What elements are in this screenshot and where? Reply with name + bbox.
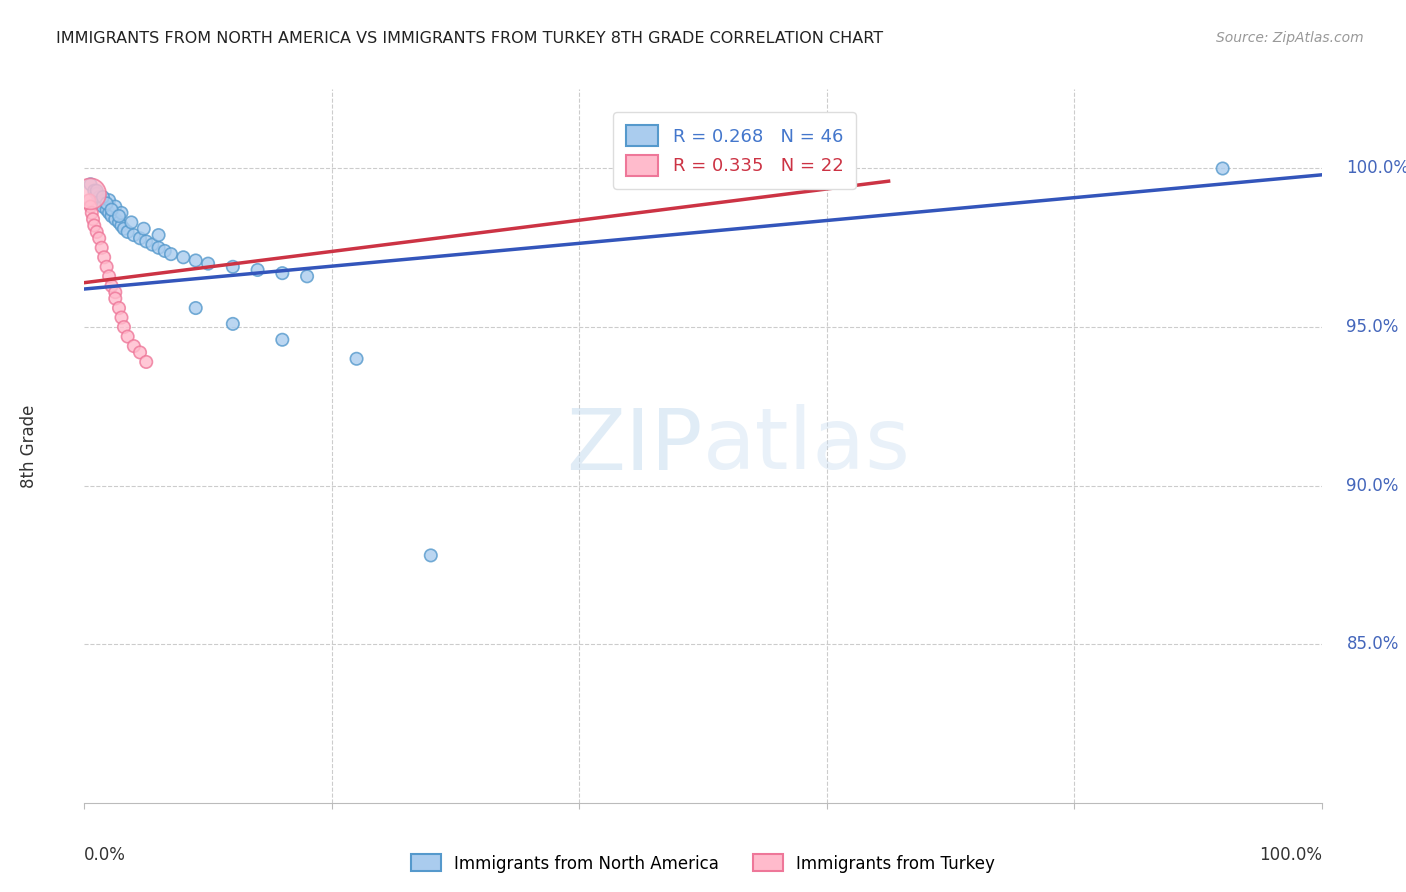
Point xyxy=(86,186,108,201)
Point xyxy=(160,247,183,261)
Point xyxy=(108,215,131,229)
Point xyxy=(112,320,135,334)
Point xyxy=(79,186,101,201)
Point xyxy=(141,237,163,252)
Point xyxy=(104,212,127,227)
Point xyxy=(83,184,105,198)
Text: 0.0%: 0.0% xyxy=(84,846,127,863)
Point xyxy=(112,221,135,235)
Point xyxy=(96,260,118,274)
Text: 90.0%: 90.0% xyxy=(1347,476,1399,495)
Point xyxy=(148,228,170,243)
Text: 85.0%: 85.0% xyxy=(1347,635,1399,653)
Text: 95.0%: 95.0% xyxy=(1347,318,1399,336)
Point xyxy=(86,225,108,239)
Text: ZIP: ZIP xyxy=(567,404,703,488)
Point xyxy=(222,317,245,331)
Point xyxy=(83,219,105,233)
Point xyxy=(91,196,114,211)
Point xyxy=(104,285,127,300)
Point xyxy=(110,206,132,220)
Point xyxy=(91,190,114,204)
Point xyxy=(79,193,101,207)
Point xyxy=(1212,161,1234,176)
Text: Source: ZipAtlas.com: Source: ZipAtlas.com xyxy=(1216,31,1364,45)
Text: IMMIGRANTS FROM NORTH AMERICA VS IMMIGRANTS FROM TURKEY 8TH GRADE CORRELATION CH: IMMIGRANTS FROM NORTH AMERICA VS IMMIGRA… xyxy=(56,31,883,46)
Point xyxy=(86,184,108,198)
Point xyxy=(108,301,131,315)
Point xyxy=(295,269,318,284)
Point xyxy=(104,292,127,306)
Point xyxy=(135,235,157,249)
Point xyxy=(89,190,111,204)
Text: 100.0%: 100.0% xyxy=(1258,846,1322,863)
Legend: Immigrants from North America, Immigrants from Turkey: Immigrants from North America, Immigrant… xyxy=(405,847,1001,880)
Point xyxy=(346,351,368,366)
Point xyxy=(132,221,155,235)
Point xyxy=(96,202,118,217)
Point xyxy=(80,206,103,220)
Point xyxy=(89,231,111,245)
Point xyxy=(246,263,269,277)
Text: atlas: atlas xyxy=(703,404,911,488)
Point xyxy=(122,339,145,353)
Point xyxy=(271,333,294,347)
Point xyxy=(98,206,121,220)
Point xyxy=(100,278,122,293)
Point xyxy=(184,253,207,268)
Point xyxy=(93,250,115,264)
Point xyxy=(82,212,104,227)
Point xyxy=(100,202,122,217)
Point xyxy=(153,244,176,258)
Point xyxy=(104,200,127,214)
Point xyxy=(184,301,207,315)
Point xyxy=(110,219,132,233)
Point xyxy=(96,196,118,211)
Point xyxy=(172,250,194,264)
Point xyxy=(91,200,114,214)
Point xyxy=(89,193,111,207)
Point xyxy=(148,241,170,255)
Point xyxy=(117,329,139,343)
Point xyxy=(122,228,145,243)
Point xyxy=(90,241,112,255)
Point xyxy=(271,266,294,280)
Text: 100.0%: 100.0% xyxy=(1347,160,1406,178)
Point xyxy=(98,269,121,284)
Legend: R = 0.268   N = 46, R = 0.335   N = 22: R = 0.268 N = 46, R = 0.335 N = 22 xyxy=(613,112,856,188)
Point xyxy=(79,200,101,214)
Point xyxy=(129,231,152,245)
Text: 8th Grade: 8th Grade xyxy=(20,404,38,488)
Point xyxy=(79,178,101,192)
Point xyxy=(110,310,132,325)
Point xyxy=(98,193,121,207)
Point xyxy=(120,215,142,229)
Point xyxy=(197,257,219,271)
Point xyxy=(222,260,245,274)
Point xyxy=(108,209,131,223)
Point xyxy=(129,345,152,359)
Point xyxy=(135,355,157,369)
Point xyxy=(419,549,441,563)
Point xyxy=(117,225,139,239)
Point xyxy=(100,209,122,223)
